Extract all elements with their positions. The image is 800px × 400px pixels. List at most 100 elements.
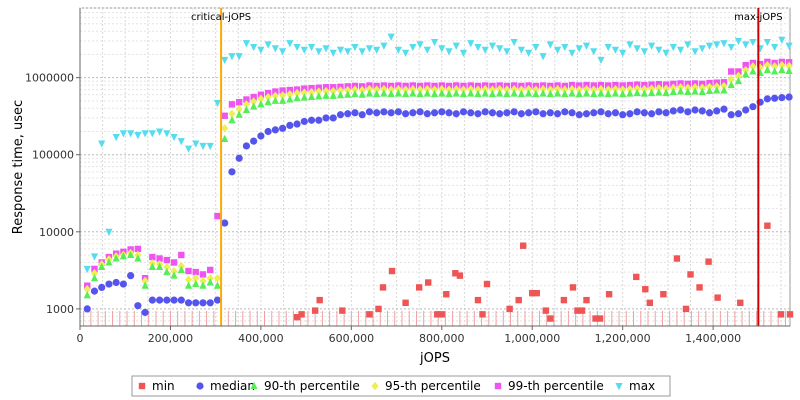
min-point [483,280,491,288]
max-point [452,42,460,50]
min-point [560,296,568,304]
max-point [611,46,620,54]
max-point [184,145,193,153]
max-point [83,265,91,274]
max-point [322,45,330,53]
max-point [329,49,337,57]
p90-point [394,89,402,97]
median-point [597,108,605,116]
max-point [553,46,562,54]
max-point [387,33,395,41]
min-point [533,289,540,297]
p99-point [742,61,749,69]
p95-point [640,84,648,94]
median-point [582,110,591,118]
p95-point [691,83,699,92]
p95-point [315,87,323,96]
p90-point [546,89,554,98]
max-point [604,43,612,52]
median-point [525,109,533,117]
min-point [682,305,690,313]
p90-point [582,89,591,97]
min-point [375,305,382,313]
median-point [503,109,511,117]
max-point [517,46,525,54]
max-point [568,49,576,57]
max-point [713,41,721,49]
median-point [423,110,431,118]
p95-point [590,85,598,94]
p90-point [228,116,236,124]
p99-point [207,266,214,274]
p90-point [402,89,410,98]
p90-point [430,89,439,98]
max-point [373,46,381,54]
max-point [213,99,222,108]
median-point [698,107,706,115]
p99-point [235,98,243,106]
x-axis-title: jOPS [419,351,450,366]
legend-median-label: median [210,379,255,393]
max-point [170,133,178,142]
max-point [676,46,685,54]
median-point [430,109,439,117]
p90-point [365,89,374,97]
p95-point [293,88,301,98]
p90-point [271,96,279,104]
median-point [177,296,185,304]
median-point [604,110,612,118]
p95-point [503,85,511,94]
p90-point [532,89,540,98]
median-point [402,110,410,118]
p90-point [734,76,743,85]
p95-point [604,85,612,94]
p95-point [749,62,757,71]
legend-p90-label: 90-th percentile [264,379,360,393]
max-point [763,38,771,47]
legend-p99-label: 99-th percentile [508,379,604,393]
p90-point [481,89,489,97]
median-point [184,299,193,307]
median-point [467,109,475,117]
median-point [488,109,497,117]
min-point [786,311,794,318]
p90-point [264,97,272,106]
median-point [105,280,113,288]
min-point [660,291,667,298]
max-point [423,46,431,54]
min-point [519,242,527,249]
p90-point [517,89,525,98]
p90-point [763,65,771,74]
p90-point [213,281,222,289]
p95-point [619,85,627,94]
series-layer [83,33,794,322]
p90-point [373,89,381,98]
median-point [546,109,554,117]
p95-point [336,86,345,95]
p95-point [705,82,714,92]
p95-point [676,83,685,92]
p95-point [163,262,171,272]
median-point [611,109,620,117]
p99-point [178,251,185,259]
median-point [206,299,214,307]
p90-point [423,89,431,97]
series-min [293,222,794,322]
max-point [474,43,482,52]
p95-point [141,276,149,286]
p90-point [503,89,511,98]
p95-point [184,275,193,284]
max-point [619,49,627,57]
legend: min median 90-th percentile 95-th percentil… [131,375,671,397]
p90-point [553,89,562,97]
legend-p90-marker [250,381,258,389]
median-point [264,127,272,136]
p90-point [510,89,518,97]
p95-point [662,84,670,93]
p90-point [445,89,453,98]
legend-max-marker [615,383,623,391]
p90-point [604,89,612,98]
p99-point [221,112,228,119]
max-point [416,41,424,49]
